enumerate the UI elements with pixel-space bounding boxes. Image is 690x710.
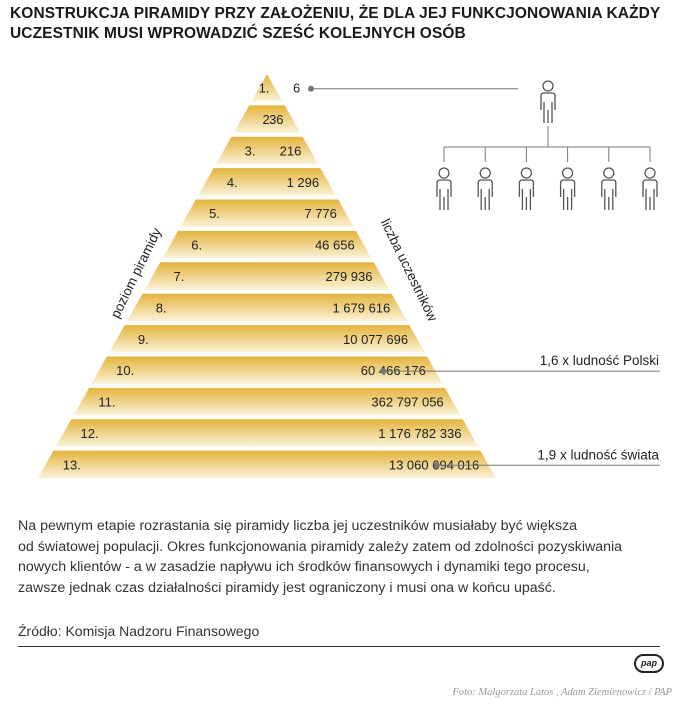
annotation-label: 1,9 x ludność świata [537, 447, 659, 462]
level-label: 13. [63, 457, 81, 472]
level-label: 12. [81, 426, 99, 441]
pyramid-band [73, 387, 461, 416]
level-label: 9. [138, 332, 149, 347]
divider [18, 646, 660, 647]
pap-logo: pap [634, 654, 664, 673]
value-label: 1 679 616 [332, 300, 390, 315]
description-line-2: od światowej populacji. Okres funkcjonow… [18, 538, 623, 555]
value-label: 362 797 056 [371, 395, 443, 410]
level-label: 10. [116, 363, 134, 378]
description: Na pewnym etapie rozrastania się piramid… [18, 516, 658, 598]
level-label: 4. [227, 175, 238, 190]
person-icon [601, 167, 617, 210]
person-icon [642, 167, 658, 210]
description-line-4: zawsze jednak czas działalności piramidy… [18, 579, 556, 596]
pyramid-band [162, 230, 372, 259]
person-icon [540, 80, 556, 123]
photo-credit: Foto: Małgorzata Latos , Adam Ziemienowi… [452, 687, 672, 698]
level-label: 7. [174, 269, 185, 284]
level-label: 1. [259, 81, 270, 96]
pyramid-band [109, 325, 425, 353]
title-line-1: KONSTRUKCJA PIRAMIDY PRZY ZAŁOŻENIU, ŻE … [10, 5, 661, 22]
value-label: 7 776 [304, 206, 337, 221]
title-line-2: UCZESTNIK MUSI WPROWADZIĆ SZEŚĆ KOLEJNYC… [10, 25, 466, 42]
value-label: 46 656 [315, 238, 355, 253]
tree-connectors [443, 126, 651, 162]
person-icon [518, 167, 535, 210]
pyramid-band [38, 450, 496, 478]
pyramid-band [233, 105, 301, 133]
pyramid-band [144, 262, 390, 290]
pyramid-band [198, 168, 336, 196]
pyramid-band [91, 356, 443, 384]
value-label: 1 176 782 336 [378, 426, 461, 441]
value-label: 6 [293, 81, 300, 96]
level-label: 8. [156, 300, 167, 315]
chart-title: KONSTRUKCJA PIRAMIDY PRZY ZAŁOŻENIU, ŻE … [10, 4, 680, 44]
pyramid-band [126, 293, 408, 322]
value-label: 216 [280, 143, 302, 158]
pyramid-band [180, 199, 354, 227]
source-note: Źródło: Komisja Nadzoru Finansowego [18, 623, 260, 639]
value-label: 10 077 696 [343, 332, 408, 347]
level-label: 11. [98, 395, 115, 410]
pyramid-band [251, 74, 283, 102]
person-icon [436, 167, 452, 210]
person-icon [477, 167, 493, 210]
person-icon [559, 167, 576, 210]
pyramid-band [55, 419, 479, 447]
value-label: 1 296 [287, 175, 320, 190]
pyramid-chart: 1. 6 2.36 3. 216 4. 1 296 5. 7 776 6. 46 656 7. 279 … [38, 74, 660, 478]
level-label: 6. [191, 238, 202, 253]
description-line-3: nowych klientów - a w zasadzie napływu i… [18, 559, 590, 575]
description-line-1: Na pewnym etapie rozrastania się piramid… [18, 518, 578, 534]
pyramid-band [215, 136, 319, 165]
value-label: 36 [269, 112, 283, 127]
level-label: 2. [262, 112, 273, 127]
level-label: 3. [245, 143, 256, 158]
level-label: 5. [209, 206, 220, 221]
value-label: 279 936 [326, 269, 373, 284]
annotation-label: 1,6 x ludność Polski [540, 353, 659, 368]
